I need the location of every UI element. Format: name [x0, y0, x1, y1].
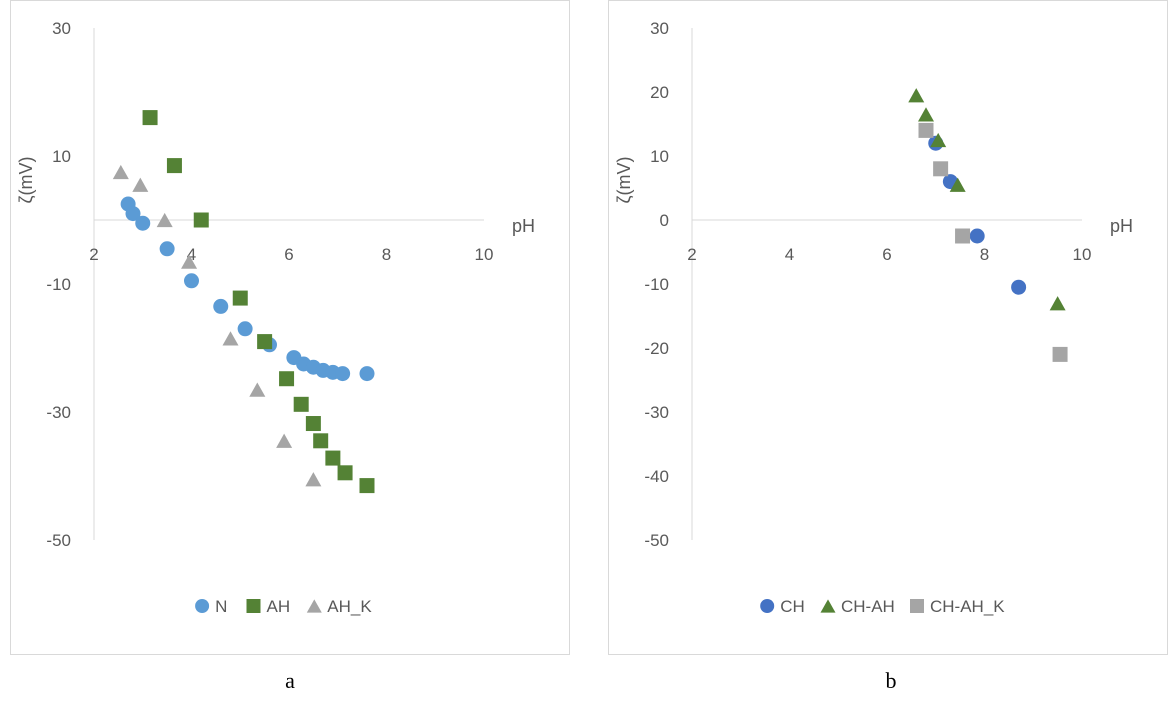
- data-point: [112, 164, 129, 180]
- y-tick-label: -30: [644, 403, 669, 422]
- data-point: [184, 273, 199, 289]
- data-point: [222, 331, 239, 346]
- legend-marker: [910, 599, 924, 613]
- data-point: [969, 228, 985, 244]
- data-point: [276, 433, 293, 448]
- x-tick-label: 2: [89, 245, 98, 264]
- data-point: [125, 206, 141, 222]
- chart-border: [10, 0, 570, 655]
- data-point: [293, 396, 309, 412]
- y-tick-label: 30: [52, 19, 71, 38]
- legend: CH CH-AH CH-AH_K: [760, 597, 1005, 616]
- data-point: [918, 107, 934, 122]
- data-point: [213, 298, 229, 314]
- legend-marker: [760, 599, 775, 613]
- legend-label: CH-AH_K: [930, 597, 1005, 616]
- data-point: [955, 228, 971, 244]
- y-axis-title: ζ(mV): [16, 157, 36, 204]
- caption-a: a: [285, 668, 295, 693]
- data-point: [156, 212, 173, 228]
- x-axis-title: pH: [512, 216, 535, 236]
- legend-label: CH-AH: [841, 597, 895, 616]
- chart-panel-a: 30 10 -10 -30 -50 2 4 6 8 10 pH ζ(mV) N AH AH_K: [10, 0, 570, 655]
- data-point: [305, 416, 321, 432]
- data-point: [908, 88, 925, 103]
- data-point: [930, 132, 947, 148]
- x-tick-label: 2: [687, 245, 696, 264]
- legend-marker: [246, 599, 261, 613]
- x-tick-label: 4: [785, 245, 794, 264]
- data-point: [159, 241, 175, 257]
- y-tick-label: 0: [660, 211, 669, 230]
- data-point: [257, 334, 273, 350]
- data-point: [181, 254, 198, 269]
- legend-marker: [195, 599, 210, 613]
- y-axis-title: ζ(mV): [614, 157, 634, 204]
- y-tick-label: -10: [644, 275, 669, 294]
- data-point: [337, 465, 353, 481]
- data-point: [237, 321, 253, 337]
- data-point: [359, 478, 375, 494]
- data-point: [949, 177, 966, 192]
- chart-border: [608, 0, 1168, 655]
- y-tick-label: 30: [650, 19, 669, 38]
- data-point: [335, 366, 351, 382]
- legend: N AH AH_K: [195, 597, 372, 616]
- x-tick-label: 8: [980, 245, 989, 264]
- data-point: [279, 371, 295, 387]
- data-point: [193, 212, 209, 228]
- series-ch-ah: [908, 88, 1066, 311]
- data-point: [918, 122, 934, 138]
- legend-label: CH: [780, 597, 805, 616]
- data-point: [142, 110, 158, 126]
- caption-b: b: [885, 668, 897, 693]
- y-tick-label: -50: [46, 531, 71, 550]
- x-tick-label: 4: [187, 245, 196, 264]
- data-point: [1011, 279, 1027, 295]
- data-point: [325, 450, 341, 466]
- legend-marker: [306, 599, 322, 613]
- data-point: [359, 366, 375, 382]
- data-point: [232, 290, 248, 306]
- y-tick-label: 20: [650, 83, 669, 102]
- chart-a: 30 10 -10 -30 -50 2 4 6 8 10 pH ζ(mV) N AH AH_K: [10, 0, 570, 655]
- legend-label: N: [215, 597, 227, 616]
- legend-label: AH_K: [327, 597, 372, 616]
- y-tick-label: -50: [644, 531, 669, 550]
- chart-b: 30 20 10 0 -10 -20 -30 -40 -50 2 4 6 8 10 pH ζ(mV) CH CH-…: [608, 0, 1168, 655]
- data-point: [1049, 296, 1066, 311]
- y-tick-label: -10: [46, 275, 71, 294]
- data-point: [249, 382, 266, 397]
- series-ah-k: [112, 164, 322, 487]
- y-tick-label: 10: [52, 147, 71, 166]
- series-ah: [142, 110, 375, 494]
- data-point: [305, 472, 322, 487]
- y-tick-label: -30: [46, 403, 71, 422]
- data-point: [166, 158, 182, 174]
- x-tick-label: 6: [882, 245, 891, 264]
- data-point: [933, 161, 949, 177]
- y-tick-label: 10: [650, 147, 669, 166]
- data-point: [313, 433, 329, 449]
- x-axis-title: pH: [1110, 216, 1133, 236]
- legend-marker: [820, 599, 836, 613]
- x-tick-label: 8: [382, 245, 391, 264]
- data-point: [135, 215, 151, 231]
- x-tick-label: 10: [1073, 245, 1092, 264]
- data-point: [132, 177, 149, 192]
- data-point: [1052, 346, 1068, 362]
- x-tick-label: 10: [475, 245, 494, 264]
- y-tick-label: -20: [644, 339, 669, 358]
- series-n: [120, 196, 375, 382]
- y-tick-label: -40: [644, 467, 669, 486]
- series-ch-ah-k: [918, 122, 1068, 362]
- legend-label: AH: [267, 597, 291, 616]
- chart-panel-b: 30 20 10 0 -10 -20 -30 -40 -50 2 4 6 8 10 pH ζ(mV) CH CH-…: [608, 0, 1168, 655]
- x-tick-label: 6: [284, 245, 293, 264]
